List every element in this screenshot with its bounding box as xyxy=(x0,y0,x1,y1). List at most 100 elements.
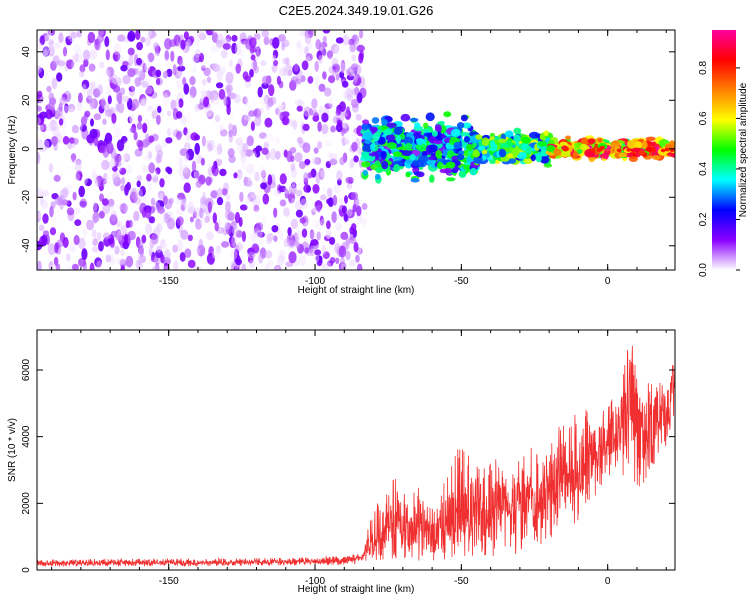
heatmap-cell xyxy=(262,193,270,205)
heatmap-cell xyxy=(190,45,195,53)
heatmap-cell xyxy=(40,199,49,209)
heatmap-cell xyxy=(49,227,57,236)
heatmap-cell xyxy=(107,198,115,208)
heatmap-cell xyxy=(287,239,296,248)
heatmap-cell xyxy=(343,90,351,100)
heatmap-cell xyxy=(133,210,140,222)
heatmap-cell xyxy=(328,75,336,84)
heatmap-cell xyxy=(102,118,107,125)
heatmap-cell xyxy=(242,142,248,153)
heatmap-cell xyxy=(312,254,320,263)
heatmap-cell xyxy=(120,265,125,270)
heatmap-cell xyxy=(79,70,85,78)
heatmap-cell xyxy=(48,163,54,173)
heatmap-cell xyxy=(127,30,136,42)
heatmap-cell xyxy=(151,110,158,119)
heatmap-cell xyxy=(117,53,124,65)
heatmap-cell xyxy=(91,229,97,238)
heatmap-cell xyxy=(145,86,153,95)
heatmap-cell xyxy=(374,173,381,180)
heatmap-cell xyxy=(281,42,286,51)
heatmap-cell xyxy=(150,197,156,206)
heatmap-cell xyxy=(38,224,45,232)
heatmap-cell xyxy=(530,154,536,162)
heatmap-cell xyxy=(269,148,277,161)
heatmap-cell xyxy=(183,182,191,193)
heatmap-cell xyxy=(312,156,319,165)
heatmap-cell xyxy=(349,43,356,53)
heatmap-cell xyxy=(212,212,217,224)
heatmap-cell xyxy=(165,137,173,144)
heatmap-cell xyxy=(252,194,261,207)
heatmap-cell xyxy=(78,92,83,104)
snr-series-line xyxy=(37,345,675,568)
heatmap-cell xyxy=(110,246,116,254)
heatmap-cell xyxy=(112,51,121,62)
heatmap-cell xyxy=(189,76,196,86)
heatmap-cell xyxy=(282,162,288,169)
heatmap-cell xyxy=(235,63,241,74)
heatmap-cell xyxy=(66,30,73,40)
heatmap-cell xyxy=(494,159,501,165)
heatmap-cell xyxy=(309,230,317,240)
heatmap-cell xyxy=(136,175,143,182)
heatmap-cell xyxy=(396,135,401,144)
heatmap-cell xyxy=(456,122,465,129)
heatmap-cell xyxy=(67,142,72,150)
heatmap-cell xyxy=(120,225,127,236)
heatmap-cell xyxy=(104,132,113,144)
heatmap-cell xyxy=(301,132,306,142)
heatmap-cell xyxy=(148,246,153,257)
heatmap-cell xyxy=(299,195,307,206)
heatmap-cell xyxy=(39,35,46,46)
heatmap-cell xyxy=(47,30,52,39)
heatmap-cell xyxy=(296,40,302,49)
heatmap-cell xyxy=(58,32,64,43)
heatmap-cell xyxy=(207,142,213,152)
heatmap-cell xyxy=(236,169,243,180)
heatmap-cell xyxy=(87,31,96,44)
heatmap-cell xyxy=(338,198,344,205)
heatmap-cell xyxy=(142,63,147,73)
heatmap-cell xyxy=(326,187,333,198)
heatmap-cell xyxy=(57,208,63,217)
heatmap-cell xyxy=(279,199,287,207)
heatmap-cell xyxy=(273,59,279,67)
heatmap-cell xyxy=(77,123,83,134)
heatmap-cell xyxy=(299,198,308,209)
heatmap-cell xyxy=(248,37,257,48)
heatmap-cell xyxy=(356,205,362,217)
heatmap-cell xyxy=(180,204,185,211)
heatmap-cell xyxy=(284,169,292,177)
heatmap-cell xyxy=(329,153,338,160)
heatmap-cell xyxy=(198,238,203,251)
snr-ytick-label: 2000 xyxy=(21,492,32,515)
heatmap-cell xyxy=(246,135,254,147)
heatmap-cell xyxy=(214,222,219,232)
heatmap-cell xyxy=(261,147,269,155)
heatmap-cell xyxy=(177,70,185,78)
heatmap-cell xyxy=(138,246,147,257)
heatmap-cell xyxy=(56,162,65,170)
heatmap-ytick-label: 20 xyxy=(21,94,32,106)
heatmap-cell xyxy=(298,161,306,170)
heatmap-cell xyxy=(312,115,320,122)
heatmap-cell xyxy=(120,249,125,257)
heatmap-cell xyxy=(159,215,166,227)
heatmap-cell xyxy=(355,254,360,263)
heatmap-cell xyxy=(119,203,128,212)
heatmap-cell xyxy=(229,241,237,248)
heatmap-cell xyxy=(361,203,368,210)
heatmap-cell xyxy=(313,147,319,154)
heatmap-cell xyxy=(111,113,117,124)
heatmap-cell xyxy=(325,229,332,239)
heatmap-cell xyxy=(144,30,152,39)
heatmap-cell xyxy=(130,79,137,92)
heatmap-cell xyxy=(84,178,92,187)
heatmap-cell xyxy=(71,263,79,270)
heatmap-cell xyxy=(173,34,181,47)
heatmap-cell xyxy=(78,185,85,198)
heatmap-cell xyxy=(290,218,299,229)
heatmap-cell xyxy=(322,251,330,259)
heatmap-cell xyxy=(260,170,267,179)
